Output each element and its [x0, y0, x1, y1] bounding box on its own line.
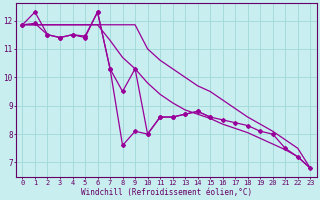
X-axis label: Windchill (Refroidissement éolien,°C): Windchill (Refroidissement éolien,°C): [81, 188, 252, 197]
